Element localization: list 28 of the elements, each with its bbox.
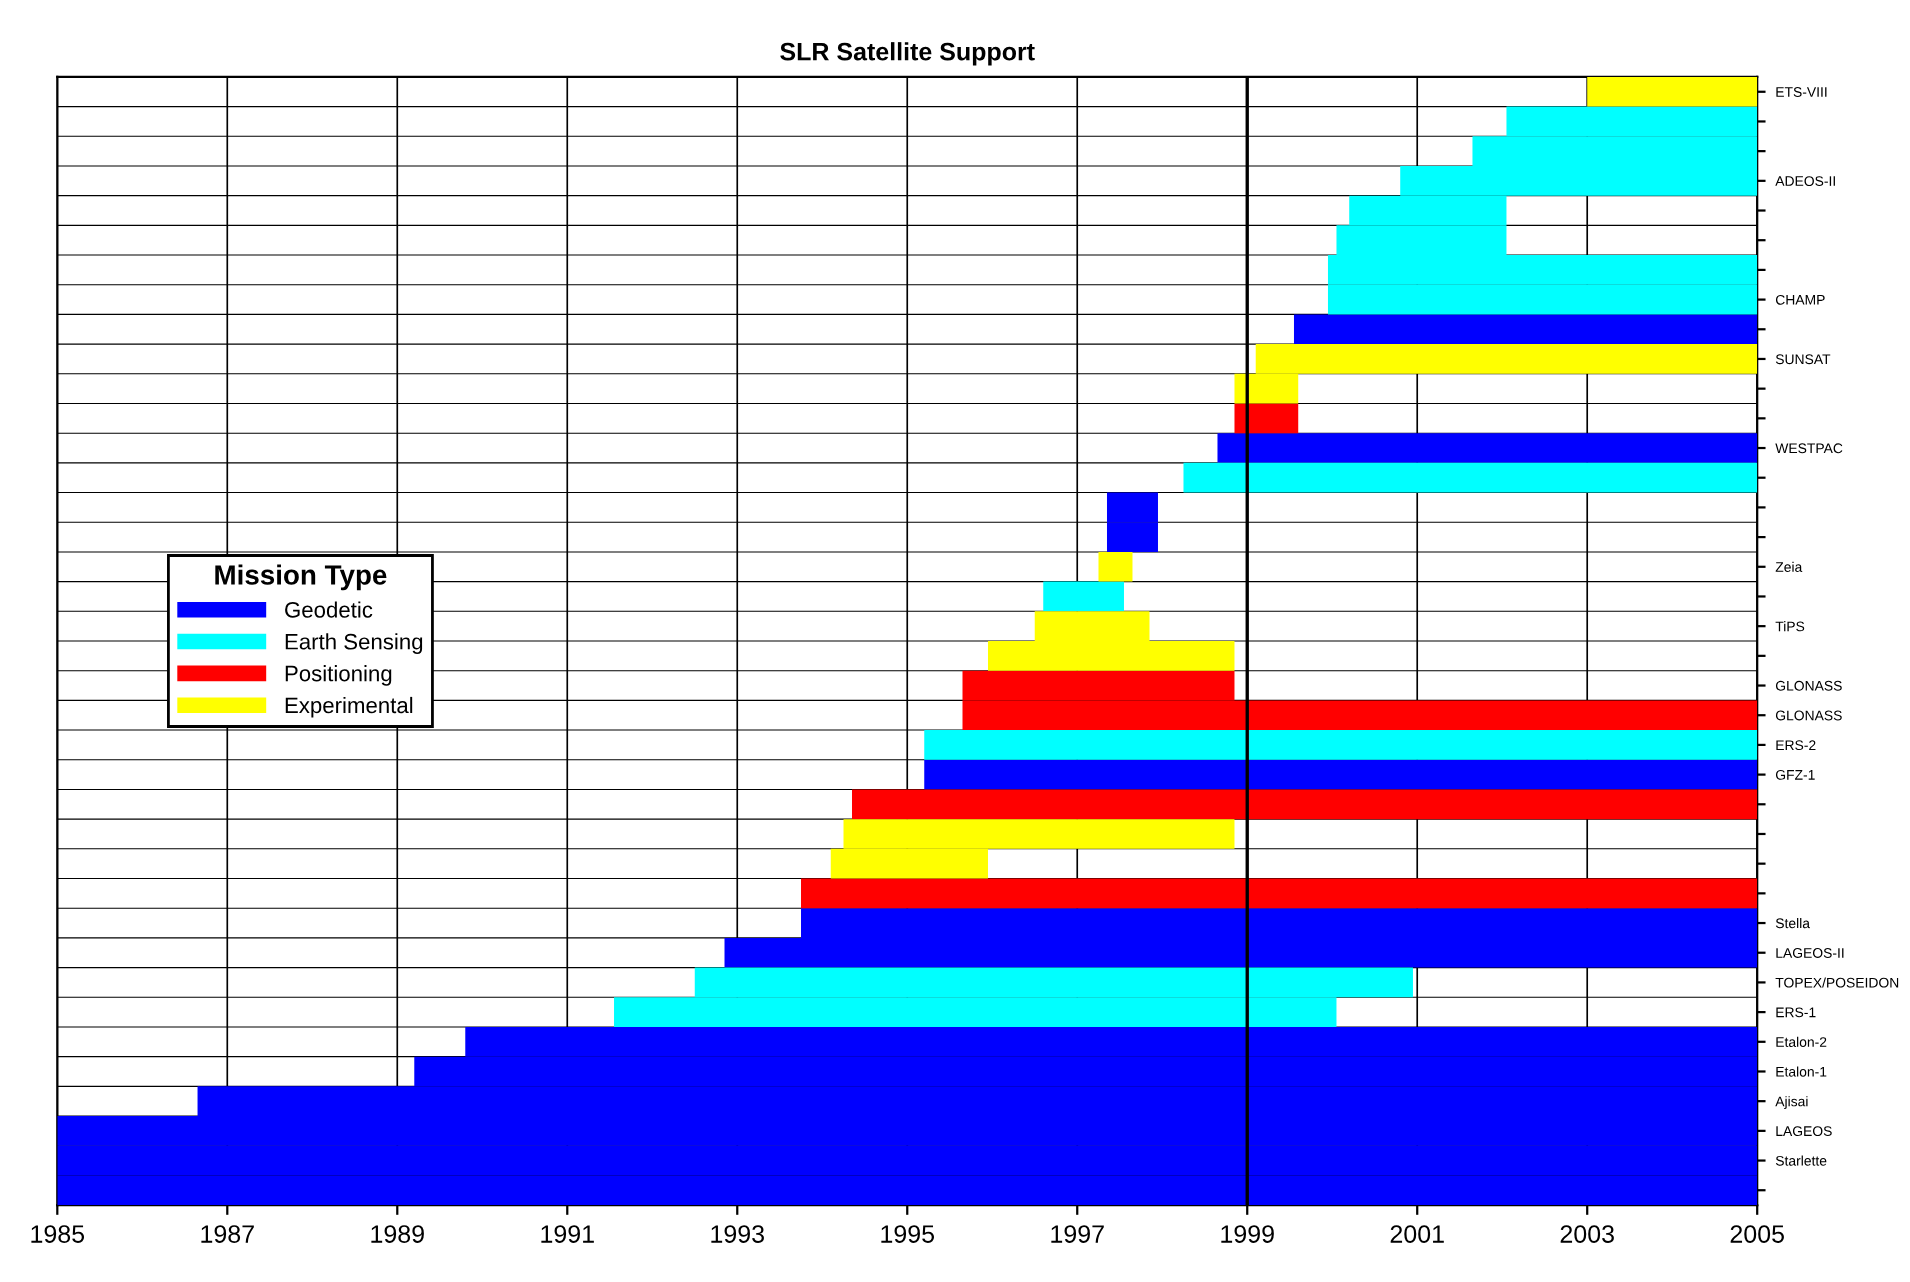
x-tick-label: 2001 — [1390, 1225, 1444, 1243]
x-tick-label: 1997 — [1051, 1225, 1104, 1243]
bar — [1043, 581, 1124, 612]
x-tick-label: 1989 — [371, 1225, 424, 1243]
legend-label: Earth Sensing — [285, 633, 423, 654]
bar — [1098, 551, 1133, 582]
bar — [1217, 433, 1758, 463]
x-tick-label: 1999 — [1221, 1225, 1274, 1243]
bar — [1234, 403, 1299, 434]
x-tick-label: 2005 — [1730, 1225, 1784, 1243]
legend-label: Positioning — [285, 665, 392, 686]
bar — [852, 789, 1758, 820]
bar — [1183, 462, 1758, 493]
chart-title: SLR Satellite Support — [780, 42, 1035, 66]
x-tick-label: 1991 — [541, 1225, 594, 1243]
x-tick-label: 1995 — [881, 1225, 935, 1243]
x-tick-label: 2003 — [1560, 1225, 1614, 1243]
bar — [924, 730, 1758, 760]
x-tick-label: 1987 — [201, 1225, 254, 1243]
x-tick-label: 1993 — [711, 1225, 764, 1243]
legend-label: Experimental — [285, 696, 413, 718]
bar — [1587, 76, 1758, 107]
bar — [1293, 314, 1758, 345]
legend-title: Mission Type — [215, 564, 387, 591]
x-tick-label: 1985 — [31, 1225, 85, 1243]
bar — [924, 759, 1758, 790]
legend-label: Geodetic — [285, 601, 373, 618]
bar — [801, 878, 1758, 909]
